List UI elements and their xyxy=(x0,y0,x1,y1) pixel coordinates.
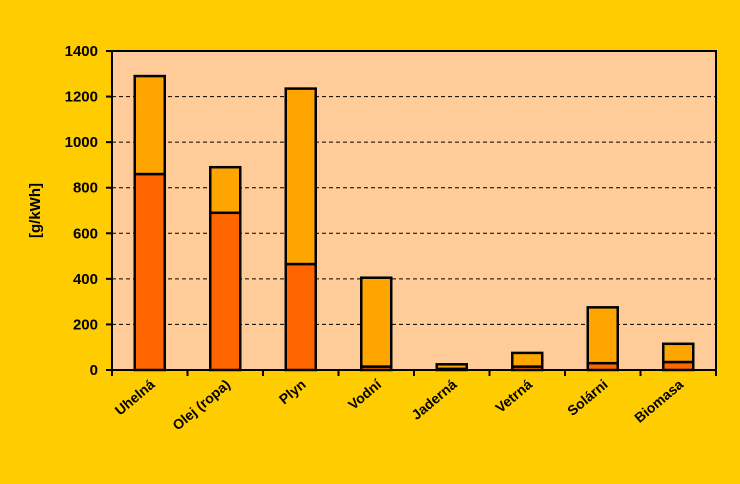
bar-segment xyxy=(133,172,166,372)
plot-area xyxy=(112,51,716,370)
y-tick-label: 1000 xyxy=(65,134,98,151)
y-axis-label: [g/kWh] xyxy=(27,183,44,238)
x-tick-label: Plyn xyxy=(276,376,309,407)
x-tick-label: Vodní xyxy=(345,375,385,412)
bar-segment xyxy=(662,342,695,364)
x-tick-label: Vetrná xyxy=(492,376,535,416)
bar-segment xyxy=(586,306,619,365)
x-tick-labels: Uhelná Olej (ropa) Plyn Vodní Jaderná Vetrná S… xyxy=(112,375,687,433)
y-tick-label: 200 xyxy=(73,316,98,333)
y-tick-label: 1200 xyxy=(65,89,98,106)
x-tick-label: Biomasa xyxy=(631,376,686,426)
bar-segment xyxy=(209,211,242,372)
x-tick-label: Olej (ropa) xyxy=(169,376,233,433)
bar-segment xyxy=(209,165,242,215)
x-tick-label: Solárni xyxy=(564,376,611,419)
y-tick-labels: 0 200 400 600 800 1000 1200 1400 xyxy=(65,43,98,379)
bar-segment xyxy=(284,87,317,266)
y-tick-label: 400 xyxy=(73,271,98,288)
x-tick-label: Uhelná xyxy=(112,376,158,418)
bar-segment xyxy=(511,351,544,368)
bar-segment xyxy=(435,363,468,371)
y-tick-label: 0 xyxy=(90,362,98,379)
x-tick-label: Jaderná xyxy=(408,376,460,423)
y-tick-label: 800 xyxy=(73,180,98,197)
y-tick-label: 1400 xyxy=(65,43,98,60)
y-tick-label: 600 xyxy=(73,225,98,242)
bar-segment xyxy=(133,74,166,176)
axes xyxy=(106,50,717,376)
bar-segment xyxy=(360,276,393,368)
bars xyxy=(133,74,695,372)
bar-segment xyxy=(284,262,317,372)
